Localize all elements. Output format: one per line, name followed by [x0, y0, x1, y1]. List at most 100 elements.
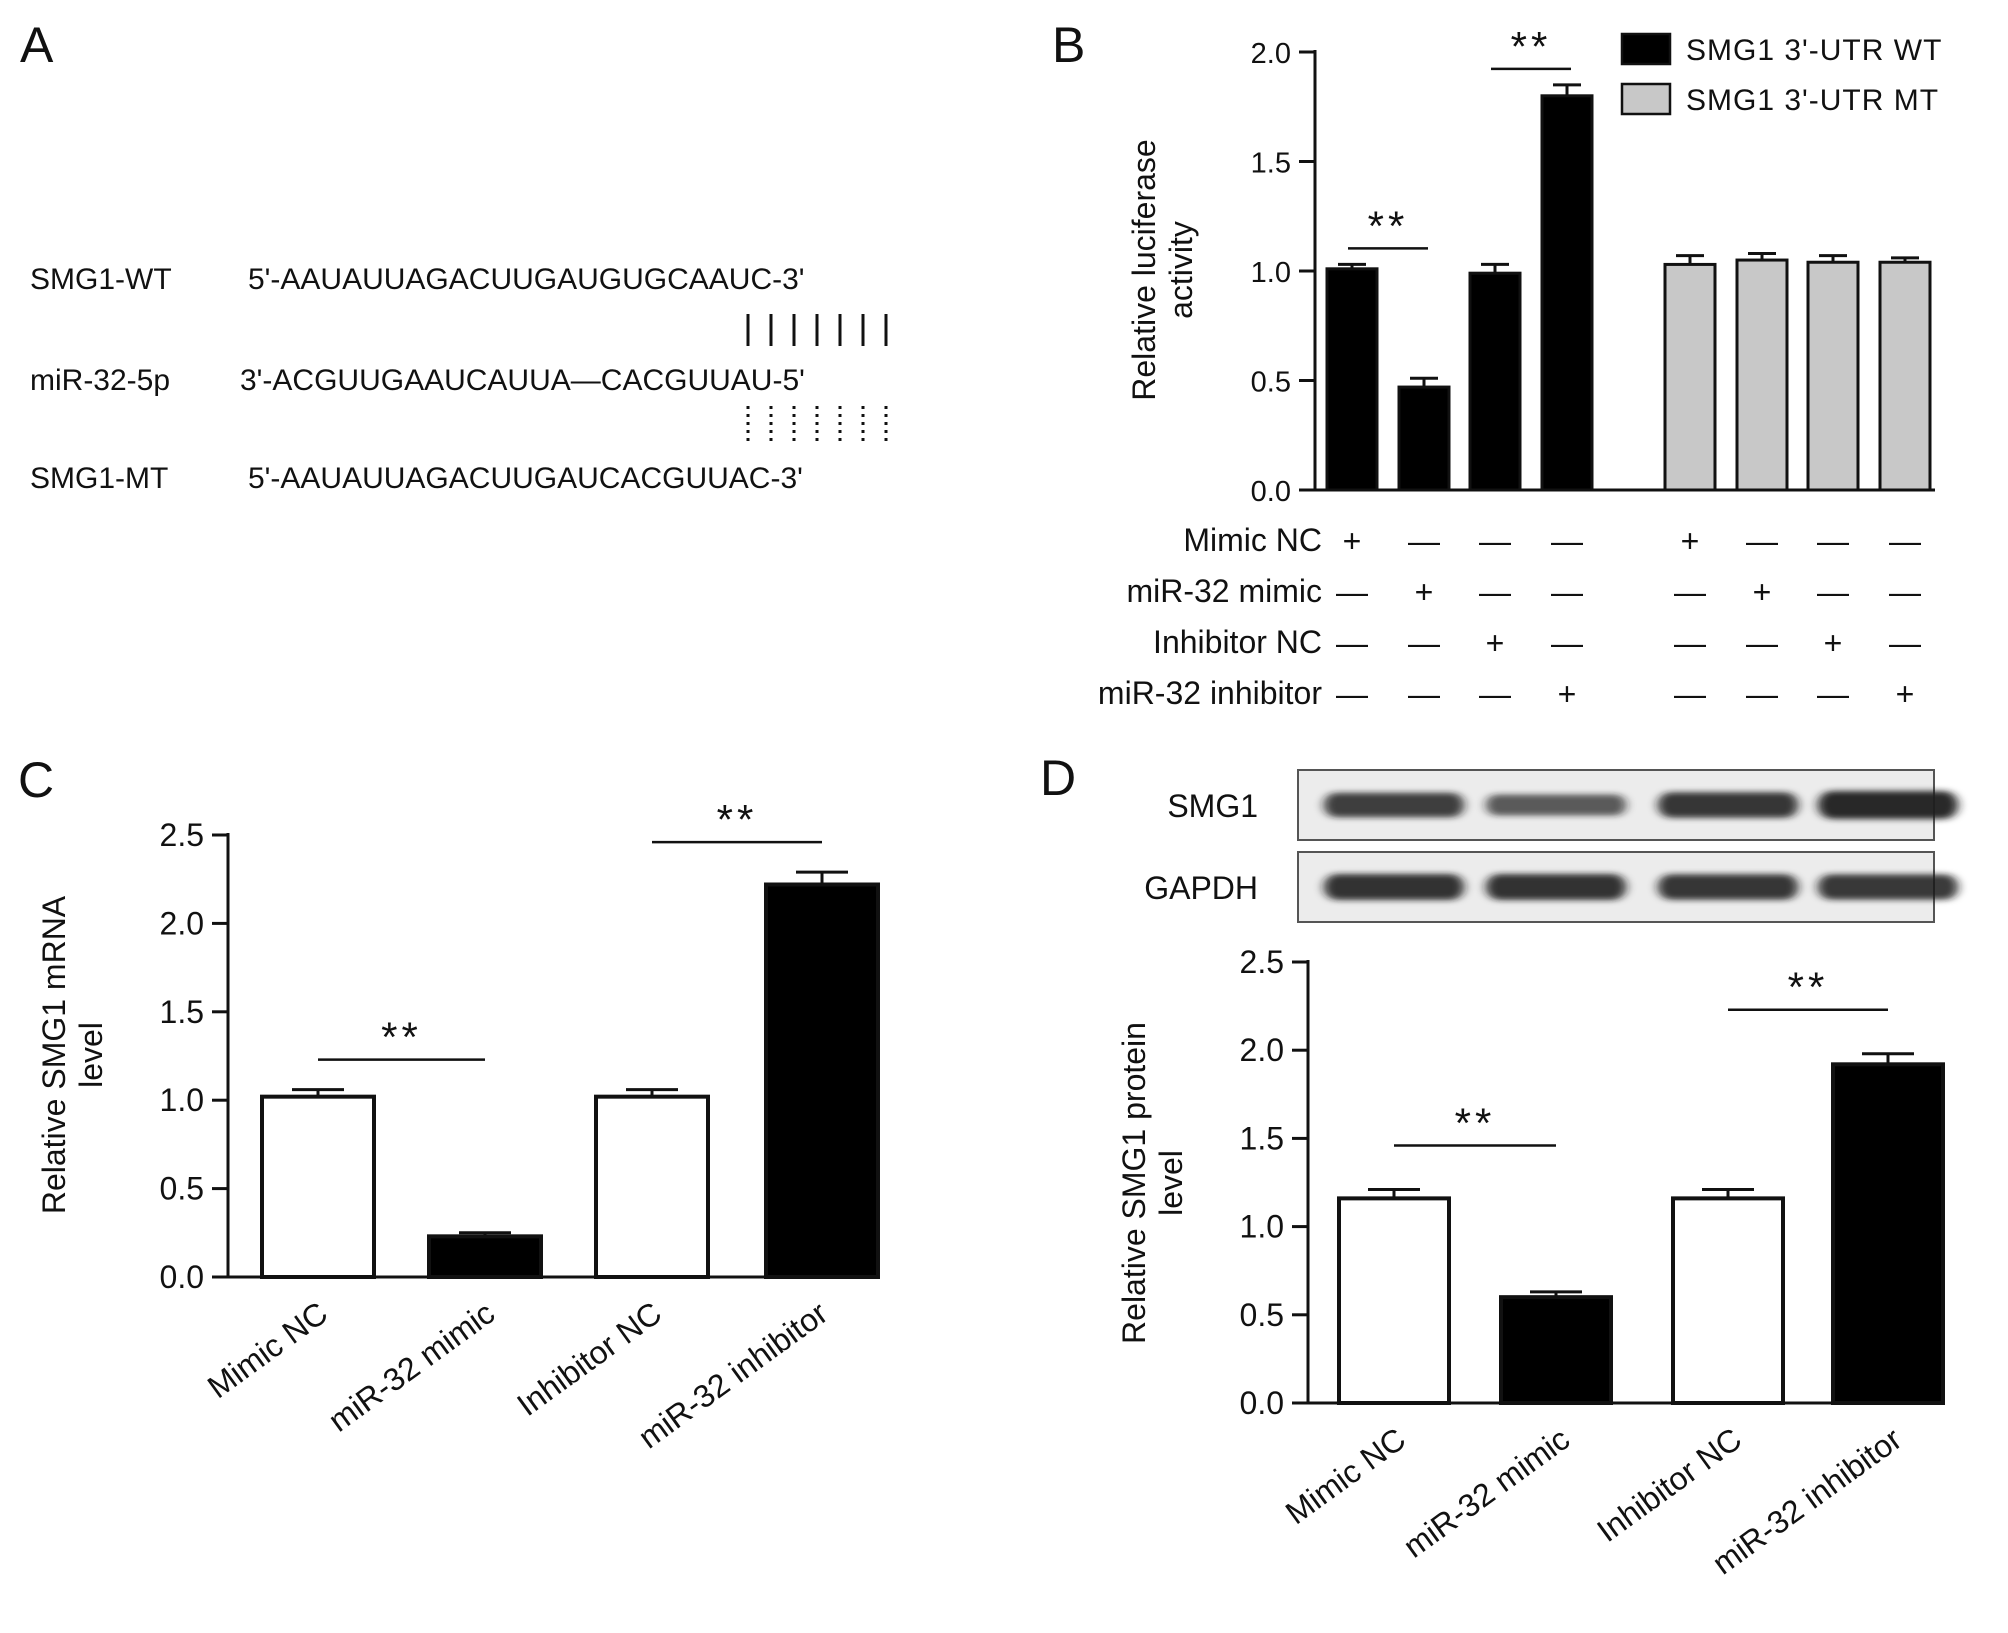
legend-label: SMG1 3'-UTR WT — [1686, 34, 1942, 67]
condition-mark: — — [1746, 676, 1778, 712]
panel-d-letter: D — [1040, 750, 1076, 806]
sequence-label-wt: SMG1-WT — [30, 263, 172, 296]
condition-mark: — — [1479, 574, 1511, 610]
y-tick-label: 1.5 — [1251, 148, 1291, 180]
sequence-label-mir: miR-32-5p — [30, 364, 170, 397]
y-axis-label: Relative SMG1 proteinlevel — [1116, 1022, 1189, 1344]
y-tick-label: 1.0 — [160, 1082, 204, 1118]
condition-label: Mimic NC — [1183, 522, 1322, 558]
condition-mark: + — [1558, 676, 1577, 712]
blot-label: GAPDH — [1144, 870, 1258, 906]
bar — [1806, 260, 1860, 492]
sequence-row-wt: SMG1-WT 5'-AAUAUUAGACUUGAUGUGCAAUC-3' — [30, 263, 805, 296]
condition-mark: — — [1336, 625, 1368, 661]
significance-label: ** — [1788, 964, 1829, 1011]
condition-mark: + — [1681, 523, 1700, 559]
condition-mark: — — [1674, 625, 1706, 661]
significance-label: ** — [1511, 23, 1552, 70]
condition-mark: — — [1889, 523, 1921, 559]
sequence-mir: 3'-ACGUUGAAUCAUUA—CACGUUAU-5' — [240, 364, 805, 397]
condition-mark: — — [1408, 625, 1440, 661]
bar — [1540, 94, 1594, 492]
chart-b: 0.0 0.5 1.0 1.5 2.0 Relative luciferaseactivi… — [1098, 23, 1942, 712]
significance-label: ** — [381, 1014, 422, 1061]
condition-mark: — — [1551, 574, 1583, 610]
bar — [1878, 260, 1932, 492]
y-tick-label: 1.0 — [1240, 1209, 1284, 1245]
y-tick-label: 1.5 — [1240, 1120, 1284, 1156]
y-tick-label: 1.0 — [1251, 257, 1291, 289]
condition-mark: — — [1746, 625, 1778, 661]
condition-mark: + — [1824, 625, 1843, 661]
x-tick-label: Inhibitor NC — [510, 1295, 668, 1423]
significance-label: ** — [1455, 1100, 1496, 1147]
bar — [1735, 258, 1789, 492]
y-tick-label: 2.5 — [160, 817, 204, 853]
blot-band — [1486, 874, 1626, 900]
bar — [260, 1094, 376, 1279]
y-tick-label: 0.5 — [1240, 1297, 1284, 1333]
western-blot: SMG1 GAPDH — [1144, 769, 1958, 923]
blot-band — [1658, 792, 1798, 818]
bar — [1397, 385, 1451, 492]
y-tick-label: 1.5 — [160, 994, 204, 1030]
bar — [1671, 1196, 1785, 1405]
bar — [594, 1094, 710, 1279]
condition-mark: — — [1746, 523, 1778, 559]
sequence-label-mt: SMG1-MT — [30, 462, 168, 495]
bar — [764, 882, 880, 1280]
condition-mark: + — [1896, 676, 1915, 712]
bar — [427, 1234, 543, 1280]
condition-mark: — — [1336, 574, 1368, 610]
condition-mark: — — [1408, 523, 1440, 559]
condition-mark: + — [1415, 574, 1434, 610]
y-tick-label: 2.0 — [1251, 38, 1291, 70]
sequence-row-mir: miR-32-5p 3'-ACGUUGAAUCAUUA—CACGUUAU-5' — [30, 364, 805, 397]
y-tick-label: 2.5 — [1240, 944, 1284, 980]
y-tick-label: 2.0 — [160, 905, 204, 941]
condition-mark: — — [1336, 676, 1368, 712]
sequence-row-mt: SMG1-MT 5'-AAUAUUAGACUUGAUCACGUUAC-3' — [30, 462, 803, 495]
condition-label: miR-32 mimic — [1126, 573, 1322, 609]
condition-label: Inhibitor NC — [1153, 624, 1322, 660]
panel-b-letter: B — [1052, 17, 1085, 73]
condition-mark: — — [1479, 523, 1511, 559]
condition-mark: + — [1753, 574, 1772, 610]
bar — [1499, 1295, 1613, 1406]
x-tick-label: miR-32 mimic — [322, 1295, 501, 1439]
blot-band — [1324, 792, 1464, 818]
sequence-mt: 5'-AAUAUUAGACUUGAUCACGUUAC-3' — [248, 462, 803, 495]
x-tick-label: Mimic NC — [1279, 1421, 1412, 1532]
mutant-pair-dots — [746, 406, 888, 446]
blot-band — [1818, 874, 1958, 900]
chart-d: 0.0 0.5 1.0 1.5 2.0 2.5 Relative SMG1 proteinl… — [1116, 944, 1945, 1581]
sequence-wt: 5'-AAUAUUAGACUUGAUGUGCAAUC-3' — [248, 263, 805, 296]
x-tick-label: Inhibitor NC — [1590, 1421, 1748, 1549]
condition-mark: — — [1674, 574, 1706, 610]
condition-mark: — — [1408, 676, 1440, 712]
condition-mark: + — [1486, 625, 1505, 661]
condition-label: miR-32 inhibitor — [1098, 675, 1322, 711]
bar — [1831, 1062, 1945, 1405]
significance-label: ** — [717, 796, 758, 843]
x-tick-label: Mimic NC — [201, 1295, 334, 1406]
y-axis-label: Relative luciferaseactivity — [1126, 139, 1199, 400]
condition-mark: — — [1889, 625, 1921, 661]
condition-mark: + — [1343, 523, 1362, 559]
legend-label: SMG1 3'-UTR MT — [1686, 84, 1939, 117]
y-tick-label: 0.0 — [160, 1259, 204, 1295]
condition-mark: — — [1551, 625, 1583, 661]
bar — [1325, 267, 1379, 492]
y-axis-label: Relative SMG1 mRNAlevel — [36, 895, 109, 1214]
significance-label: ** — [1368, 202, 1409, 249]
condition-mark: — — [1889, 574, 1921, 610]
panel-c-letter: C — [18, 752, 54, 808]
y-tick-label: 2.0 — [1240, 1032, 1284, 1068]
bar — [1337, 1196, 1451, 1405]
condition-mark: — — [1817, 523, 1849, 559]
panel-a-letter: A — [20, 17, 54, 73]
y-tick-label: 0.0 — [1240, 1385, 1284, 1421]
legend-swatch — [1620, 82, 1672, 116]
chart-c: 0.0 0.5 1.0 1.5 2.0 2.5 Relative SMG1 mRNAleve… — [36, 796, 880, 1455]
